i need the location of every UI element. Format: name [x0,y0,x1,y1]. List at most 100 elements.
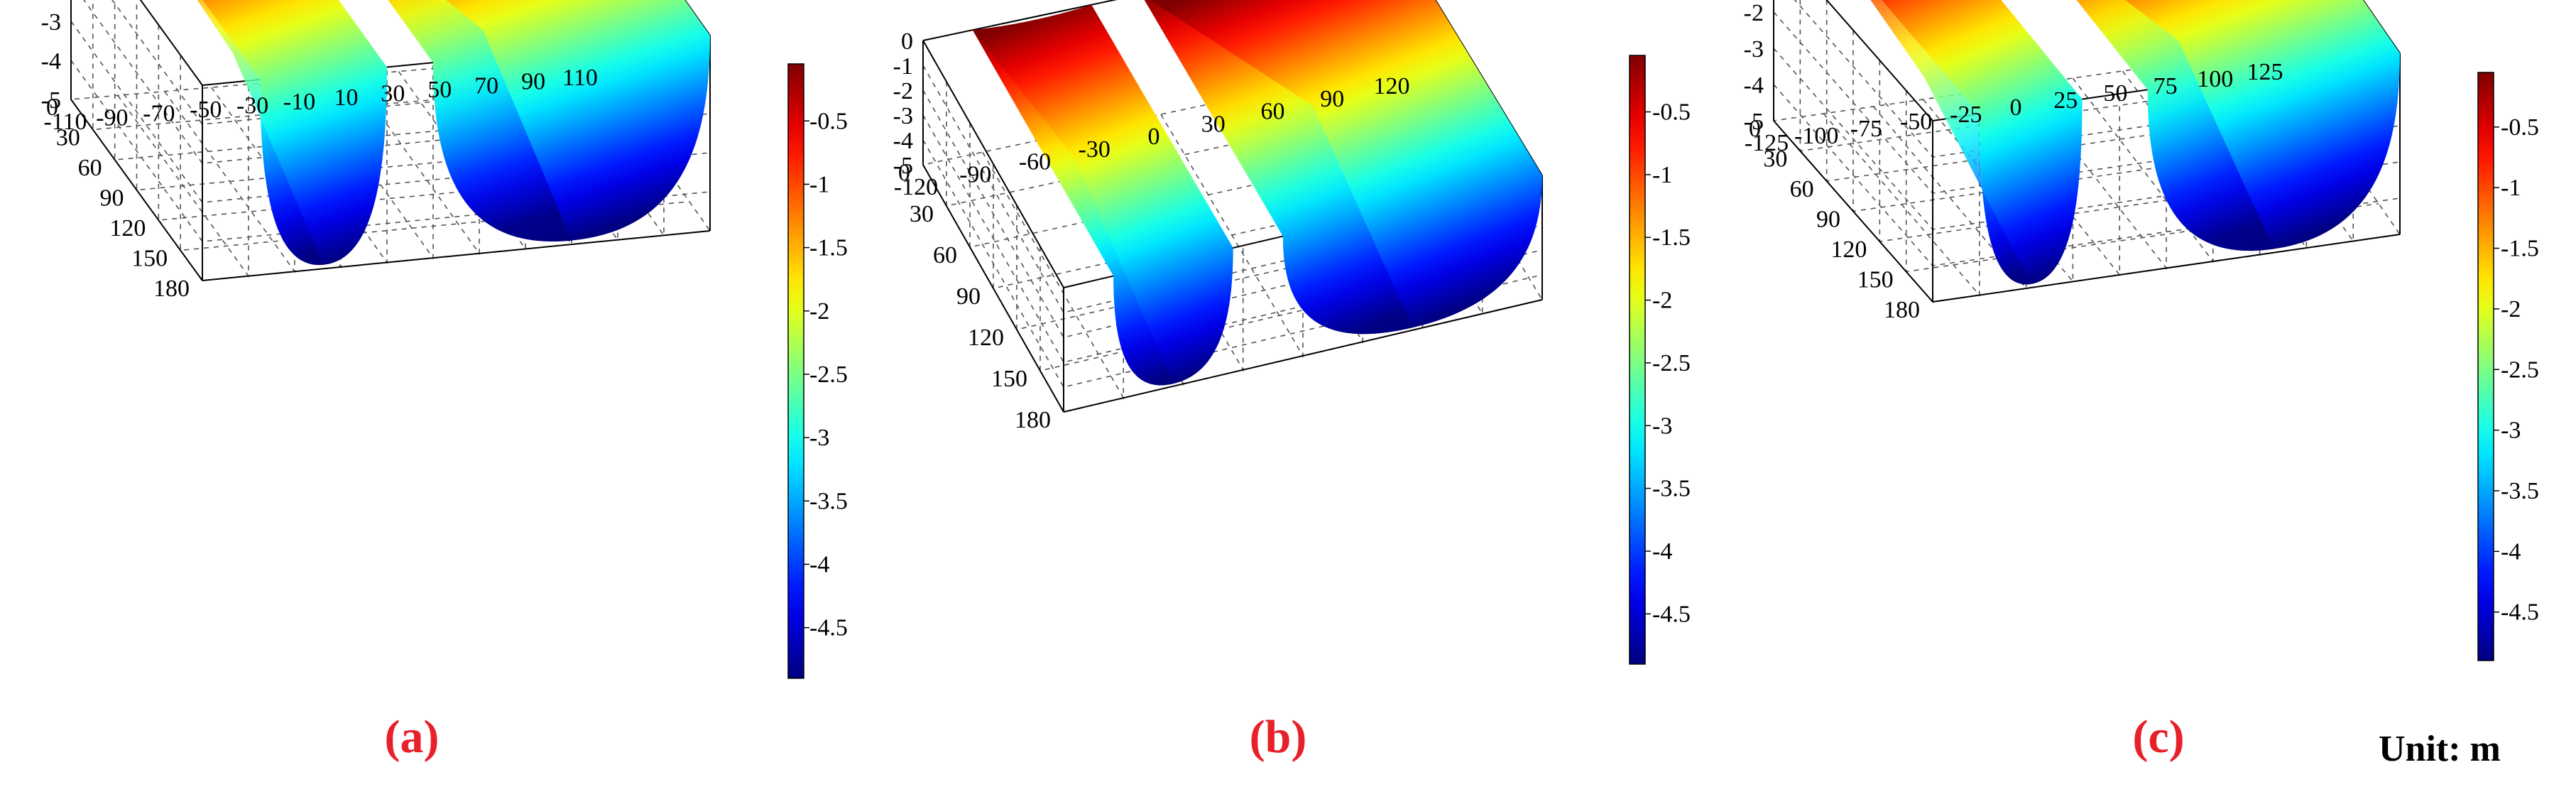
x-tick-label: -25 [1950,102,1982,128]
x-tick-label: 110 [562,65,598,91]
colorbar-tick-label: -2.5 [1652,350,1691,376]
colorbar-tick-label: -4.5 [2501,599,2539,626]
surface-plot-c: 0-1-2-3-4-50306090120150180-125-100-75-5… [1744,0,2539,661]
axis-edge [202,230,711,281]
surfaces-a [197,0,710,265]
z-tick-label: -4 [893,128,913,154]
z-tick-labels-c: 0-1-2-3-4-5 [1744,0,1764,135]
y-tick-label: 90 [100,185,124,212]
y-tick-label: 180 [1015,407,1051,433]
y-tick-label: 120 [968,325,1004,351]
y-tick-label: 30 [1763,146,1787,173]
x-tick-label: 50 [2103,80,2127,107]
x-tick-label: -110 [43,109,87,135]
x-tick-labels-a: -110 -90 -70 -50 -30 -10 10 30 50 70 90 110 [43,65,597,135]
x-tick-labels-c: -125 -100 -75 -50 -25 0 25 50 75 100 125 [1745,59,2283,156]
z-tick-label: -5 [1744,109,1764,135]
y-tick-label: 30 [56,125,80,151]
x-tick-label: 70 [474,72,498,99]
trench-wall [1144,0,1413,335]
y-tick-label: 30 [910,201,934,227]
x-tick-label: 10 [334,85,358,111]
y-tick-label: 120 [1830,237,1867,263]
y-tick-labels-a: 0 30 60 90 120 150 180 [46,94,190,302]
z-tick-label: -3 [1744,36,1764,63]
x-tick-label: -10 [283,89,315,115]
colorbar-bar [1629,55,1646,665]
colorbar-tick-label: -4.5 [809,615,848,641]
y-tick-label: 150 [131,246,168,272]
x-tick-label: 75 [2154,73,2178,99]
z-tick-label: -4 [1744,72,1764,99]
x-tick-label: 120 [1374,73,1410,99]
colorbar-tick-label: -2 [2501,296,2521,322]
trench-wall [972,30,1174,386]
x-tick-label: -90 [96,104,128,131]
colorbar-tick-label: -3 [1652,413,1672,439]
z-tick-label: -5 [893,153,913,179]
colorbar-b: -0.5 -1 -1.5 -2 -2.5 -3 -3.5 -4 -4.5 [1629,55,1691,665]
caption-b: (b) [1249,711,1307,763]
y-tick-label: 0 [46,94,58,121]
z-tick-label: -4 [41,48,61,75]
colorbar-tick-label: -4 [1652,538,1672,565]
caption-a: (a) [384,711,440,763]
y-tick-label: 120 [109,215,146,241]
trench-surface [202,0,387,265]
x-tick-label: 125 [2247,59,2283,85]
y-tick-label: 60 [78,155,102,181]
z-tick-label: -2 [1744,0,1764,26]
x-tick-label: -30 [236,92,268,119]
colorbar-tick-label: -0.5 [2501,114,2539,141]
trench-wall [197,0,324,265]
panel-c: 0-1-2-3-4-50306090120150180-125-100-75-5… [1690,0,2576,804]
x-tick-label: -90 [959,161,991,188]
x-tick-label: -120 [894,174,938,200]
y-tick-label: 150 [1857,267,1894,293]
z-tick-labels-a: 0-1-2-3-4-5 [41,9,61,114]
y-tick-label: 0 [1749,116,1761,142]
colorbar-tick-label: -1.5 [1652,224,1691,251]
x-tick-label: 30 [381,81,405,107]
axis-edge [70,99,203,281]
x-tick-label: -100 [1794,123,1838,149]
axis-edge [922,164,1064,413]
x-tick-label: 50 [427,77,452,103]
y-tick-label: 0 [898,160,910,186]
colorbar-tick-label: -4 [809,551,829,577]
y-tick-label: 90 [1816,207,1840,233]
colorbar-tick-label: -4 [2501,538,2521,565]
x-tick-label: 25 [2053,87,2078,114]
y-tick-labels-b: 030 60 90 120 150 180 [898,160,1051,433]
axis-edge [1773,120,1933,303]
z-tick-labels-b: 0-1-2-3-4-5 [893,28,913,179]
z-tick-label: -3 [41,9,61,36]
trench-wall [1870,0,2031,285]
colorbar-tick-label: -3.5 [2501,478,2539,504]
x-tick-label: 100 [2197,66,2233,92]
colorbar-tick-label: -1 [2501,175,2521,201]
x-tick-label: -70 [143,101,175,127]
y-tick-label: 60 [933,242,957,268]
colorbar-tick-label: -1 [1652,162,1672,188]
colorbar-tick-label: -1.5 [809,235,848,261]
colorbar-tick-label: -1.5 [2501,236,2539,262]
panel-b: 0 -1 -2 -3 -4 -5 0 30 60 90 120 150 180 -120 -90 -60 -30… [824,0,1691,804]
trench-wall [388,0,572,241]
colorbar-bar [787,63,804,679]
colorbar-tick-label: -0.5 [809,108,848,134]
colorbar-tick-label: -1 [809,171,829,197]
x-tick-label: 90 [521,69,545,95]
z-tick-label: -5 [41,87,61,114]
colorbar-tick-label: -0.5 [1652,99,1691,126]
y-tick-label: 150 [991,366,1027,392]
panel-a: 0 -1 -2 -3 -4 -50 30 60 90 120 150 180 -110 -90 -70 -50… [0,0,848,804]
surfaces-c [1870,0,2400,285]
axis-edge [139,0,203,86]
trench-surface [1881,0,2083,285]
x-tick-label: -30 [1079,136,1110,163]
colorbar-tick-label: -3 [2501,418,2521,444]
colorbar-tick-label: -3.5 [1652,476,1691,502]
colorbar-tick-label: -3 [809,425,829,451]
